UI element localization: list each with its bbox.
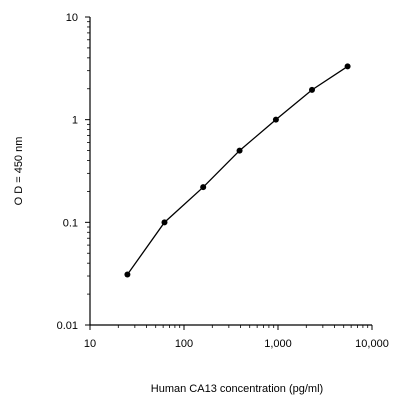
axes [89, 17, 372, 326]
y-axis-title: O D = 450 nm [13, 137, 25, 206]
x-tick-label: 100 [175, 338, 193, 350]
x-tick-label: 10 [84, 338, 96, 350]
x-tick-label: 1,000 [264, 338, 292, 350]
x-axis-title: Human CA13 concentration (pg/ml) [151, 383, 323, 395]
x-tick-label: 10,000 [355, 338, 389, 350]
y-tick-label: 10 [66, 12, 78, 24]
data-point [161, 219, 168, 226]
y-tick-label: 0.1 [63, 217, 78, 229]
data-point [309, 86, 316, 93]
x-ticks: 10 100 1,000 10,000 [84, 325, 389, 350]
y-ticks: 10 1 0.1 0.01 [57, 12, 90, 332]
data-point [200, 184, 207, 191]
data-point [344, 63, 351, 70]
series [124, 63, 351, 278]
series-line [126, 65, 348, 275]
y-tick-label: 1 [72, 115, 78, 127]
data-point [272, 116, 279, 123]
data-point [124, 271, 131, 278]
y-tick-label: 0.01 [57, 320, 78, 332]
data-point [236, 147, 243, 154]
